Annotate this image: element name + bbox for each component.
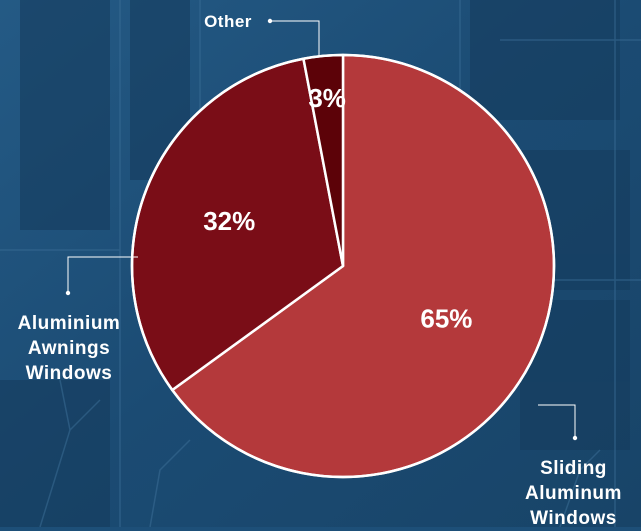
data-label-other: 3% [308, 83, 346, 113]
category-label-sliding-aluminum-windows: Sliding Aluminum Windows [506, 456, 641, 531]
leader-dot-other [267, 18, 273, 24]
category-label-line: Awnings [27, 338, 111, 359]
category-label-line: Other [204, 12, 252, 31]
leader-line-aluminium-awnings-windows [67, 256, 138, 293]
category-label-line: Windows [25, 363, 113, 384]
leader-line-sliding-aluminum-windows [538, 404, 576, 438]
pie-outline [130, 53, 556, 479]
category-label-other: Other [188, 10, 268, 34]
data-label-sliding-aluminum-windows: 65% [420, 304, 472, 334]
leader-dot-aluminium-awnings-windows [65, 290, 71, 296]
category-label-line: Windows [530, 508, 617, 529]
leader-dot-sliding-aluminum-windows [572, 435, 578, 441]
category-label-aluminium-awnings-windows: Aluminium Awnings Windows [0, 311, 138, 386]
category-label-line: Sliding [540, 458, 607, 479]
category-label-line: Aluminium [17, 313, 121, 334]
category-label-line: Aluminum [525, 483, 622, 504]
leader-line-other [270, 20, 320, 56]
data-label-aluminium-awnings-windows: 32% [203, 206, 255, 236]
